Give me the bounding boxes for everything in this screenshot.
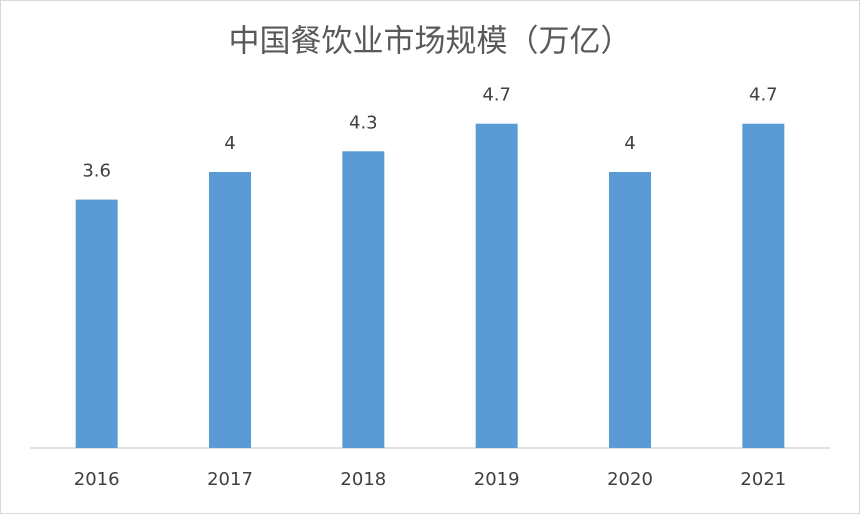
bar [75, 199, 118, 448]
value-label: 3.6 [82, 161, 111, 182]
value-label: 4 [624, 133, 635, 154]
x-tick-label: 2017 [207, 469, 253, 490]
x-tick-label: 2021 [740, 469, 786, 490]
x-tick-label: 2019 [474, 469, 520, 490]
value-label: 4.7 [749, 85, 778, 106]
bar [475, 123, 518, 448]
bar [609, 172, 651, 448]
bar [342, 151, 385, 449]
value-label: 4 [224, 133, 235, 154]
bar [209, 172, 251, 448]
x-tick-label: 2020 [607, 469, 653, 490]
bar [742, 123, 785, 448]
x-tick-label: 2018 [340, 469, 386, 490]
value-label: 4.7 [482, 85, 511, 106]
chart-title: 中国餐饮业市场规模（万亿） [229, 24, 632, 60]
value-label: 4.3 [349, 112, 378, 133]
x-tick-label: 2016 [74, 469, 120, 490]
